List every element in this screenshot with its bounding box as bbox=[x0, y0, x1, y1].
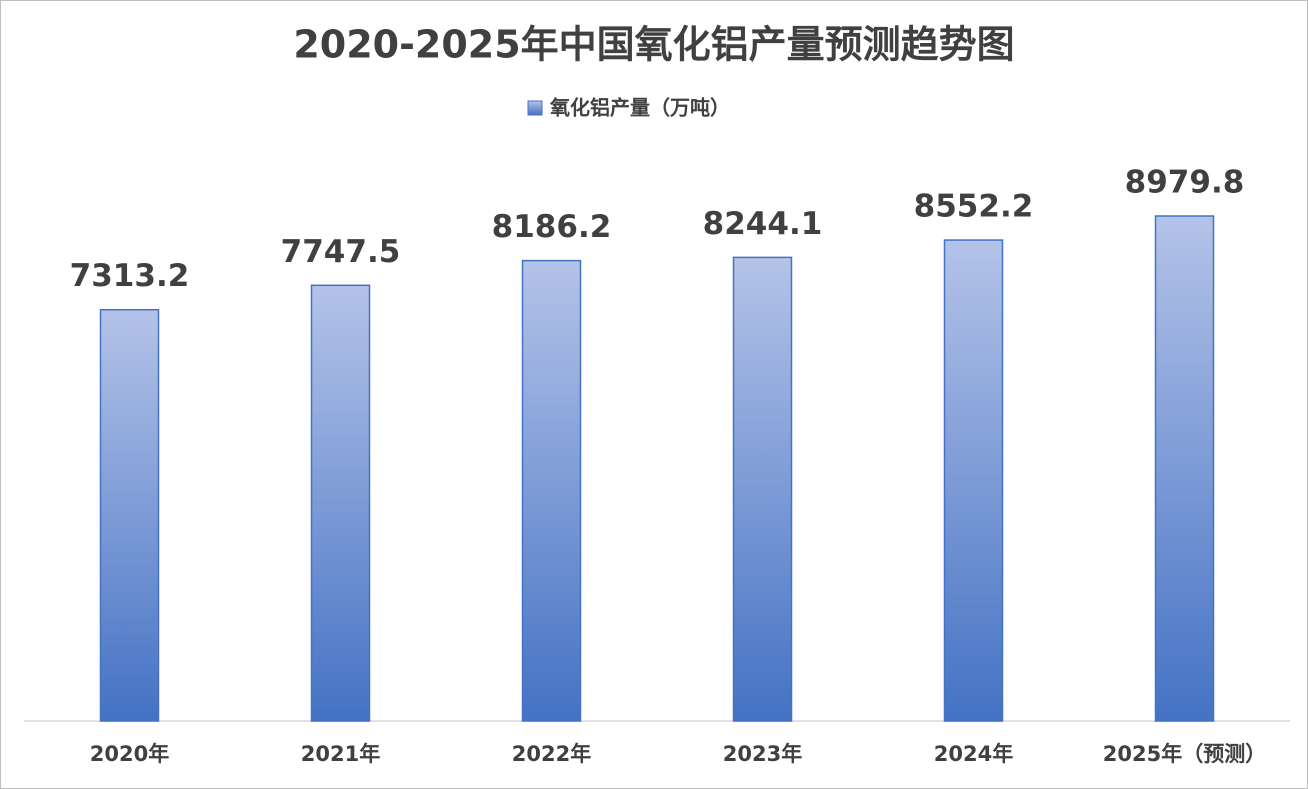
x-tick-label: 2022年 bbox=[512, 742, 591, 766]
legend-swatch bbox=[527, 100, 543, 116]
x-tick-label: 2024年 bbox=[934, 742, 1013, 766]
data-label: 8979.8 bbox=[1125, 165, 1245, 201]
data-label: 7313.2 bbox=[70, 258, 190, 294]
data-label: 8186.2 bbox=[492, 209, 612, 245]
bar bbox=[1154, 215, 1215, 722]
bar bbox=[99, 308, 160, 722]
x-tick-label: 2025年（预测） bbox=[1103, 742, 1266, 766]
data-label: 8552.2 bbox=[914, 189, 1034, 225]
x-tick-label: 2023年 bbox=[723, 742, 802, 766]
bar bbox=[521, 259, 582, 722]
data-label: 7747.5 bbox=[281, 234, 401, 270]
x-tick-label: 2021年 bbox=[301, 742, 380, 766]
bar bbox=[310, 284, 371, 722]
x-tick-label: 2020年 bbox=[90, 742, 169, 766]
legend-label: 氧化铝产量（万吨） bbox=[549, 96, 730, 120]
chart-title: 2020-2025年中国氧化铝产量预测趋势图 bbox=[293, 23, 1014, 67]
data-label: 8244.1 bbox=[703, 206, 823, 242]
bar bbox=[943, 239, 1004, 722]
bar bbox=[732, 256, 793, 722]
